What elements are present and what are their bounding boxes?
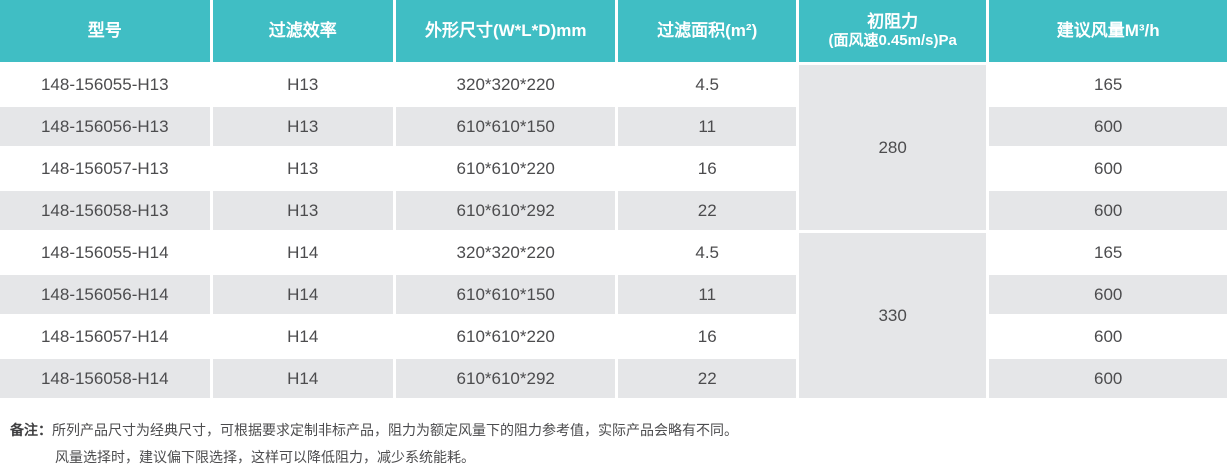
header-row: 型号 过滤效率 外形尺寸(W*L*D)mm 过滤面积(m²) 初阻力 (面风速0… (0, 0, 1227, 62)
cell-airflow: 600 (989, 359, 1227, 398)
cell-dimensions: 610*610*150 (395, 107, 616, 146)
cell-dimensions: 610*610*220 (395, 317, 616, 356)
cell-efficiency: H14 (212, 359, 393, 398)
cell-airflow: 600 (989, 149, 1227, 188)
notes-label: 备注： (10, 422, 52, 438)
col-header-efficiency: 过滤效率 (212, 0, 393, 62)
note-line-1: 备注：所列产品尺寸为经典尺寸，可根据要求定制非标产品，阻力为额定风量下的阻力参考… (10, 417, 1230, 444)
cell-airflow: 165 (989, 65, 1227, 104)
cell-model: 148-156057-H14 (0, 317, 210, 356)
cell-dimensions: 610*610*220 (395, 149, 616, 188)
cell-area: 22 (618, 191, 796, 230)
cell-model: 148-156056-H14 (0, 275, 210, 314)
cell-efficiency: H13 (212, 65, 393, 104)
table-row: 148-156056-H14 H14 610*610*150 11 600 (0, 275, 1227, 314)
cell-area: 16 (618, 149, 796, 188)
cell-efficiency: H13 (212, 149, 393, 188)
note-line-2: 风量选择时，建议偏下限选择，这样可以降低阻力，减少系统能耗。 (10, 444, 1230, 471)
cell-airflow: 600 (989, 107, 1227, 146)
cell-model: 148-156055-H13 (0, 65, 210, 104)
cell-efficiency: H13 (212, 107, 393, 146)
cell-dimensions: 610*610*150 (395, 275, 616, 314)
cell-area: 16 (618, 317, 796, 356)
cell-dimensions: 610*610*292 (395, 191, 616, 230)
cell-dimensions: 610*610*292 (395, 359, 616, 398)
table-row: 148-156057-H13 H13 610*610*220 16 600 (0, 149, 1227, 188)
cell-model: 148-156056-H13 (0, 107, 210, 146)
cell-dimensions: 320*320*220 (395, 65, 616, 104)
filter-spec-table: 型号 过滤效率 外形尺寸(W*L*D)mm 过滤面积(m²) 初阻力 (面风速0… (0, 0, 1227, 398)
cell-model: 148-156058-H13 (0, 191, 210, 230)
cell-resistance-merged: 330 (798, 233, 987, 398)
cell-area: 4.5 (618, 65, 796, 104)
cell-model: 148-156055-H14 (0, 233, 210, 272)
cell-resistance-merged: 280 (798, 65, 987, 230)
notes: 备注：所列产品尺寸为经典尺寸，可根据要求定制非标产品，阻力为额定风量下的阻力参考… (0, 417, 1230, 472)
cell-efficiency: H14 (212, 275, 393, 314)
cell-airflow: 600 (989, 275, 1227, 314)
table-row: 148-156058-H14 H14 610*610*292 22 600 (0, 359, 1227, 398)
cell-airflow: 600 (989, 191, 1227, 230)
table-row: 148-156055-H13 H13 320*320*220 4.5 280 165 (0, 65, 1227, 230)
cell-airflow: 600 (989, 317, 1227, 356)
note-text-2: 风量选择时，建议偏下限选择，这样可以降低阻力，减少系统能耗。 (55, 449, 475, 466)
cell-dimensions: 320*320*220 (395, 233, 616, 272)
table-row: 148-156056-H13 H13 610*610*150 11 600 (0, 107, 1227, 146)
table-row: 148-156057-H14 H14 610*610*220 16 600 (0, 317, 1227, 356)
table-row: 148-156055-H14 H14 320*320*220 4.5 330 165 (0, 233, 1227, 398)
cell-area: 22 (618, 359, 796, 398)
note-text-1: 所列产品尺寸为经典尺寸，可根据要求定制非标产品，阻力为额定风量下的阻力参考值，实… (52, 422, 738, 438)
cell-efficiency: H14 (212, 233, 393, 272)
cell-model: 148-156058-H14 (0, 359, 210, 398)
col-header-dimensions: 外形尺寸(W*L*D)mm (395, 0, 616, 62)
cell-efficiency: H14 (212, 317, 393, 356)
col-header-model: 型号 (0, 0, 210, 62)
col-header-resistance-subtitle: (面风速0.45m/s)Pa (828, 32, 957, 50)
cell-area: 11 (618, 107, 796, 146)
cell-airflow: 165 (989, 233, 1227, 272)
col-header-area: 过滤面积(m²) (618, 0, 796, 62)
table-row: 148-156058-H13 H13 610*610*292 22 600 (0, 191, 1227, 230)
col-header-resistance-title: 初阻力 (867, 12, 919, 31)
cell-model: 148-156057-H13 (0, 149, 210, 188)
cell-area: 11 (618, 275, 796, 314)
cell-efficiency: H13 (212, 191, 393, 230)
col-header-airflow: 建议风量M³/h (989, 0, 1227, 62)
cell-area: 4.5 (618, 233, 796, 272)
col-header-resistance: 初阻力 (面风速0.45m/s)Pa (798, 0, 987, 62)
